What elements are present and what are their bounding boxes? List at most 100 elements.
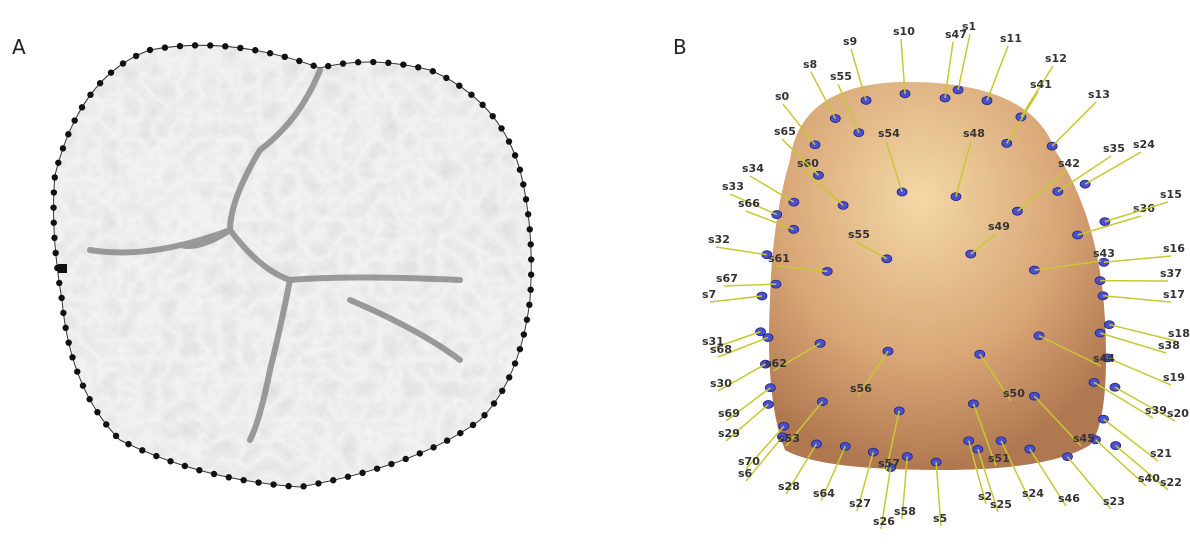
outline-dot xyxy=(481,412,487,418)
outline-dot xyxy=(355,59,361,65)
outline-dot xyxy=(177,43,183,49)
outline-dot xyxy=(74,368,80,374)
landmark-label: s41 xyxy=(1030,78,1052,91)
outline-dot xyxy=(470,422,476,428)
outline-dot xyxy=(97,80,103,86)
outline-dot xyxy=(285,483,291,489)
landmark-label: s48 xyxy=(963,127,985,140)
outline-dot xyxy=(196,467,202,473)
outline-dot xyxy=(524,317,530,323)
landmark-label: s32 xyxy=(708,233,730,246)
landmark-label: s56 xyxy=(850,382,872,395)
landmark-label: s13 xyxy=(1088,88,1110,101)
leader-line xyxy=(710,296,762,302)
landmark-label: s19 xyxy=(1163,371,1185,384)
landmark-label: s15 xyxy=(1160,188,1182,201)
outline-dot xyxy=(430,444,436,450)
leader-line xyxy=(1021,66,1053,117)
landmark-label: s27 xyxy=(849,497,871,510)
outline-dot xyxy=(520,181,526,187)
landmark-label: s11 xyxy=(1000,32,1022,45)
landmark-label: s40 xyxy=(1138,472,1160,485)
panel-label: B xyxy=(673,35,687,59)
outline-dot xyxy=(385,60,391,66)
outline-dot xyxy=(50,204,56,210)
crown-model xyxy=(769,82,1106,470)
landmark-label: s55 xyxy=(830,70,852,83)
outline-dot xyxy=(252,47,258,53)
outline-dot xyxy=(240,477,246,483)
outline-dot xyxy=(388,461,394,467)
landmark-label: s6 xyxy=(738,467,753,480)
outline-dot xyxy=(51,220,57,226)
landmark-label: s2 xyxy=(978,490,992,503)
outline-dot xyxy=(506,374,512,380)
landmark-label: s68 xyxy=(710,343,732,356)
leader-line xyxy=(1052,102,1096,146)
outline-dot xyxy=(456,83,462,89)
landmark-label: s50 xyxy=(1003,387,1025,400)
leader-line xyxy=(958,34,970,90)
landmark-label: s33 xyxy=(722,180,744,193)
landmark-label: s23 xyxy=(1103,495,1125,508)
landmark-label: s34 xyxy=(742,162,764,175)
outline-dot xyxy=(370,59,376,65)
landmark-label: s28 xyxy=(778,480,800,493)
outline-dot xyxy=(69,354,75,360)
outline-dot xyxy=(430,68,436,74)
landmark-label: s53 xyxy=(778,432,800,445)
landmark-label: s35 xyxy=(1103,142,1125,155)
landmark-label: s46 xyxy=(1058,492,1080,505)
outline-dot xyxy=(94,409,100,415)
outline-dot xyxy=(80,382,86,388)
landmark-label: s45 xyxy=(1073,432,1095,445)
landmark-label: s67 xyxy=(716,272,738,285)
landmark-label: s1 xyxy=(962,20,976,33)
outline-dot xyxy=(153,453,159,459)
outline-dot xyxy=(479,102,485,108)
outline-dot xyxy=(237,45,243,51)
outline-dot xyxy=(86,396,92,402)
outline-dot xyxy=(65,339,71,345)
leader-line xyxy=(716,247,767,255)
landmark-label: s21 xyxy=(1150,447,1172,460)
landmark-label: s42 xyxy=(1058,157,1080,170)
landmark-label: s0 xyxy=(775,90,790,103)
landmark-label: s9 xyxy=(843,35,857,48)
outline-dot xyxy=(468,92,474,98)
outline-dot xyxy=(65,131,71,137)
landmark-label: s62 xyxy=(765,357,787,370)
landmark-label: s25 xyxy=(990,498,1012,511)
outline-dot xyxy=(87,92,93,98)
outline-dot xyxy=(325,63,331,69)
outline-dot xyxy=(528,271,534,277)
outline-dot xyxy=(139,447,145,453)
outline-dot xyxy=(103,421,109,427)
landmark-label: s22 xyxy=(1160,476,1182,489)
outline-dot xyxy=(79,104,85,110)
outline-dot xyxy=(60,310,66,316)
landmark-label: s55 xyxy=(848,228,870,241)
outline-dot xyxy=(512,152,518,158)
outline-dot xyxy=(162,44,168,50)
outline-dot xyxy=(108,69,114,75)
outline-dot xyxy=(403,456,409,462)
outline-dot xyxy=(62,325,68,331)
outline-dot xyxy=(528,241,534,247)
landmark-label: s66 xyxy=(738,197,760,210)
outline-dot xyxy=(282,54,288,60)
outline-dot xyxy=(527,287,533,293)
outline-dot xyxy=(54,265,60,271)
figure: A B s0s8s9s55s10s47s1s11s12s41s13s35s24s… xyxy=(0,0,1190,544)
landmark-label: s29 xyxy=(718,427,740,440)
outline-dot xyxy=(52,174,58,180)
landmark-label: s51 xyxy=(988,452,1010,465)
outline-dot xyxy=(374,465,380,471)
landmark-label: s38 xyxy=(1158,339,1180,352)
outline-dot xyxy=(499,388,505,394)
outline-dot xyxy=(415,64,421,70)
outline-dot xyxy=(340,60,346,66)
outline-dot xyxy=(267,50,273,56)
outline-dot xyxy=(517,346,523,352)
landmark-label: s12 xyxy=(1045,52,1067,65)
